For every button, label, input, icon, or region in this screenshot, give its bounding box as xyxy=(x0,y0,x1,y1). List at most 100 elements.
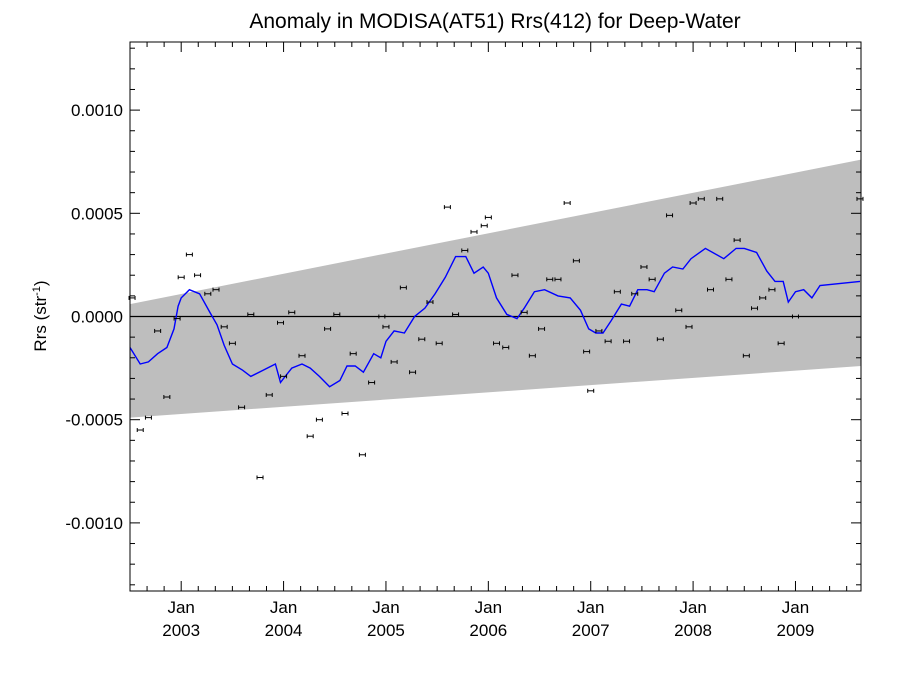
data-point xyxy=(324,326,332,331)
x-tick-label-year: 2003 xyxy=(162,621,200,640)
data-point xyxy=(163,394,171,399)
data-point xyxy=(546,277,554,282)
data-point xyxy=(725,277,733,282)
x-tick-label-month: Jan xyxy=(577,598,604,617)
data-point xyxy=(136,428,144,433)
data-point xyxy=(298,353,306,358)
data-point xyxy=(528,353,536,358)
data-point xyxy=(595,328,603,333)
y-axis-label: Rrs (str-1) xyxy=(31,280,50,351)
x-tick-label-year: 2008 xyxy=(674,621,712,640)
data-point xyxy=(443,205,451,210)
y-axis-label-sup: -1 xyxy=(31,286,43,296)
shaded-band xyxy=(130,159,861,418)
data-point xyxy=(358,452,366,457)
x-tick-label-year: 2007 xyxy=(572,621,610,640)
data-point xyxy=(194,273,202,278)
x-tick-label-year: 2009 xyxy=(777,621,815,640)
data-point xyxy=(382,324,390,329)
y-tick-label: 0.0000 xyxy=(71,308,123,327)
data-point xyxy=(716,196,724,201)
data-point xyxy=(341,411,349,416)
data-point xyxy=(856,196,864,201)
data-point xyxy=(733,238,741,243)
data-point xyxy=(707,287,714,292)
x-tick-label-month: Jan xyxy=(679,598,706,617)
data-point xyxy=(265,392,273,397)
data-point xyxy=(399,285,407,290)
data-point xyxy=(685,324,693,329)
data-point xyxy=(173,316,181,321)
data-point xyxy=(435,341,443,346)
y-axis: 0.0010 0.0005 0.0000 -0.0005 -0.0010 xyxy=(65,47,861,586)
data-point xyxy=(742,353,750,358)
x-tick-label-month: Jan xyxy=(372,598,399,617)
data-point xyxy=(154,328,162,333)
data-point xyxy=(177,275,185,280)
data-point xyxy=(247,312,255,317)
data-point xyxy=(563,200,571,205)
data-point xyxy=(212,287,220,292)
data-point xyxy=(777,341,785,346)
data-point xyxy=(587,388,595,393)
data-point xyxy=(315,417,323,422)
data-point xyxy=(368,380,376,385)
data-point xyxy=(538,326,546,331)
data-point xyxy=(480,223,488,228)
data-point xyxy=(238,405,246,410)
series-line-0 xyxy=(129,247,861,388)
data-point xyxy=(390,359,398,364)
data-point xyxy=(144,415,152,420)
data-point xyxy=(288,310,296,315)
data-point xyxy=(666,213,674,218)
data-point xyxy=(751,306,759,311)
data-point xyxy=(280,374,288,379)
data-point xyxy=(791,314,799,319)
x-tick-label-year: 2004 xyxy=(265,621,303,640)
data-point xyxy=(277,320,284,325)
y-tick-label: -0.0005 xyxy=(65,411,123,430)
data-point xyxy=(768,287,776,292)
data-point xyxy=(631,291,639,296)
data-point xyxy=(306,434,314,439)
data-point xyxy=(572,258,580,263)
data-point xyxy=(648,277,656,282)
data-point xyxy=(697,196,705,201)
data-point xyxy=(640,264,648,269)
x-tick-label-month: Jan xyxy=(270,598,297,617)
data-point xyxy=(520,310,528,315)
data-point xyxy=(656,337,664,342)
data-point xyxy=(333,312,341,317)
data-point xyxy=(409,370,417,375)
data-point xyxy=(256,475,264,480)
plot-area xyxy=(128,41,864,592)
data-point xyxy=(378,314,386,319)
x-axis: Jan 2003 Jan 2004 Jan 2005 Jan 2006 Jan 2007 Jan 20… xyxy=(129,42,848,640)
data-point xyxy=(461,248,469,253)
data-point xyxy=(623,339,631,344)
data-point xyxy=(185,252,193,257)
data-point xyxy=(204,291,212,296)
data-point xyxy=(689,200,697,205)
data-point xyxy=(675,308,683,313)
data-point xyxy=(493,341,501,346)
x-tick-label-year: 2005 xyxy=(367,621,405,640)
data-point xyxy=(349,351,357,356)
data-point xyxy=(220,324,228,329)
data-point xyxy=(759,295,767,300)
data-point xyxy=(228,341,236,346)
y-tick-label: 0.0005 xyxy=(71,204,123,223)
x-tick-label-year: 2006 xyxy=(469,621,507,640)
data-point xyxy=(418,337,426,342)
y-axis-label-text: Rrs (str xyxy=(31,296,50,352)
y-axis-label-close: ) xyxy=(31,280,50,286)
x-tick-label-month: Jan xyxy=(782,598,809,617)
x-tick-label-month: Jan xyxy=(167,598,194,617)
x-tick-label-month: Jan xyxy=(475,598,502,617)
data-point xyxy=(583,349,591,354)
data-point xyxy=(452,312,460,317)
y-tick-label: 0.0010 xyxy=(71,101,123,120)
data-point xyxy=(470,229,478,234)
data-point xyxy=(426,300,434,305)
data-point xyxy=(484,215,492,220)
